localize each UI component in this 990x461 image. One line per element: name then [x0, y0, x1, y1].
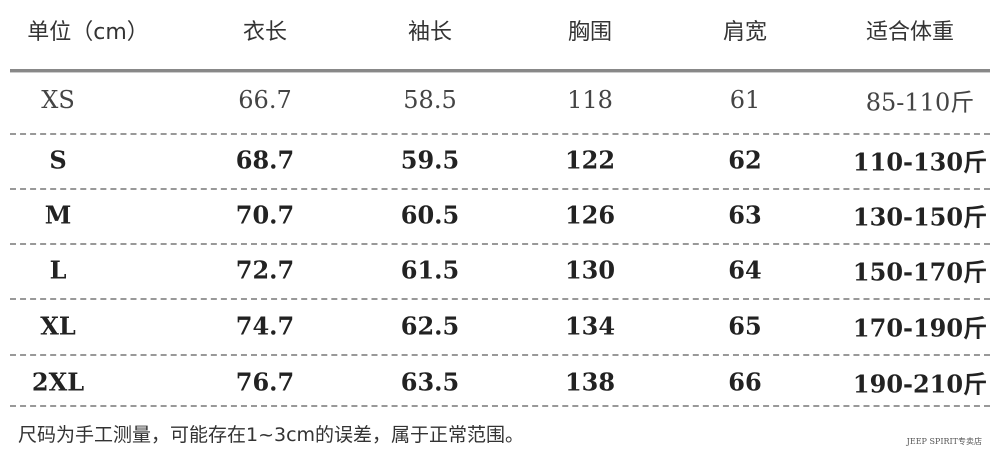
store-watermark: JEEP SPIRIT专卖店 [906, 437, 982, 446]
table-cell: 130-150斤 [852, 202, 988, 232]
table-cell: XS [41, 86, 75, 114]
table-cell: 122 [564, 145, 616, 175]
header-divider [10, 69, 990, 73]
row-divider [10, 405, 990, 407]
table-cell: 62.5 [400, 311, 460, 341]
table-cell: 2XL [31, 367, 85, 397]
column-header: 袖长 [407, 20, 453, 45]
table-cell: 61 [729, 86, 761, 114]
table-cell: 150-170斤 [852, 257, 988, 287]
row-divider [10, 354, 990, 356]
row-divider [10, 243, 990, 245]
table-cell: 130 [564, 255, 616, 285]
table-cell: 126 [564, 200, 616, 230]
table-cell: 118 [567, 86, 613, 114]
table-cell: 74.7 [235, 311, 295, 341]
row-divider [10, 133, 990, 135]
table-cell: 170-190斤 [852, 313, 988, 343]
column-header: 适合体重 [865, 20, 955, 45]
table-cell: 138 [564, 367, 616, 397]
table-cell: 70.7 [235, 200, 295, 230]
table-cell: M [44, 200, 72, 230]
table-cell: 62 [728, 145, 762, 175]
table-cell: L [49, 255, 67, 285]
table-cell: 134 [564, 311, 616, 341]
table-cell: 63.5 [400, 367, 460, 397]
column-header: 单位（cm） [27, 20, 149, 45]
table-cell: 110-130斤 [852, 147, 988, 177]
table-cell: 66.7 [238, 86, 292, 114]
table-cell: S [49, 145, 67, 175]
table-cell: XL [40, 311, 76, 341]
table-cell: 64 [728, 255, 762, 285]
table-cell: 85-110斤 [865, 88, 975, 117]
table-cell: 68.7 [235, 145, 295, 175]
table-cell: 58.5 [403, 86, 457, 114]
table-cell: 59.5 [400, 145, 460, 175]
column-header: 衣长 [242, 20, 288, 45]
measurement-note: 尺码为手工测量，可能存在1~3cm的误差，属于正常范围。 [18, 424, 525, 446]
column-header: 肩宽 [722, 20, 768, 45]
table-cell: 190-210斤 [852, 369, 988, 399]
table-cell: 60.5 [400, 200, 460, 230]
table-cell: 72.7 [235, 255, 295, 285]
table-cell: 63 [728, 200, 762, 230]
table-cell: 61.5 [400, 255, 460, 285]
column-header: 胸围 [567, 20, 613, 45]
table-cell: 65 [728, 311, 762, 341]
row-divider [10, 188, 990, 190]
table-cell: 66 [728, 367, 762, 397]
table-cell: 76.7 [235, 367, 295, 397]
row-divider [10, 298, 990, 300]
